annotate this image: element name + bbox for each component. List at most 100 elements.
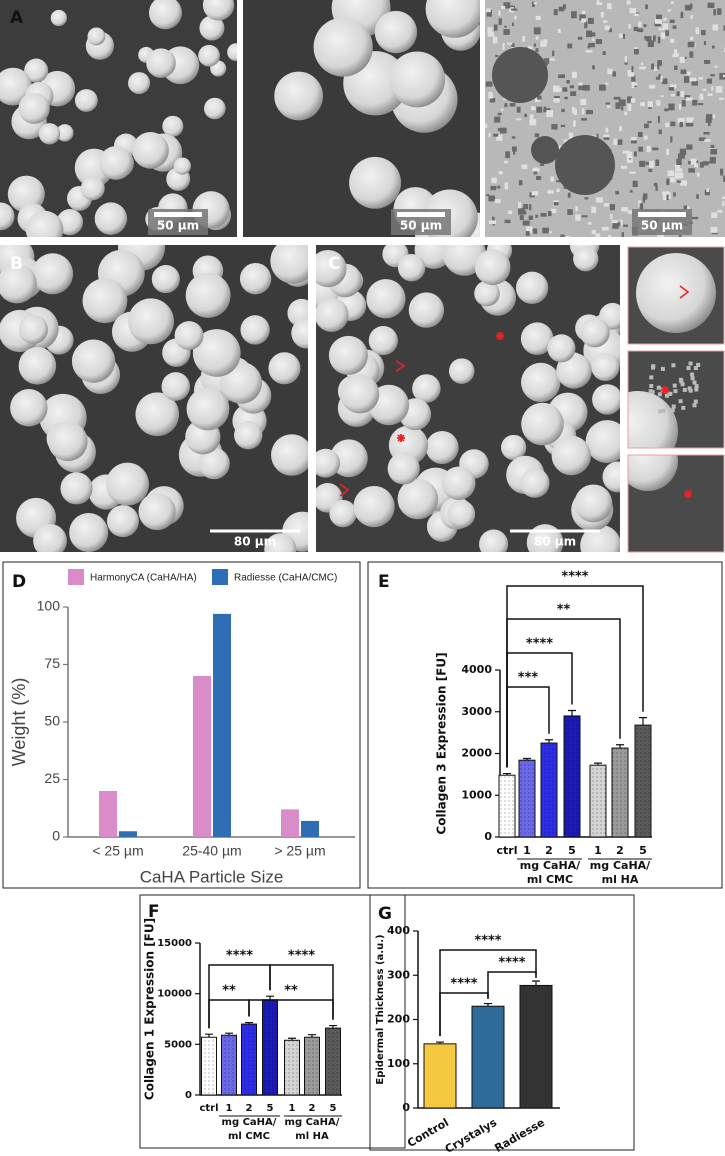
texture — [648, 168, 653, 172]
texture — [703, 41, 707, 46]
texture — [575, 206, 579, 211]
texture — [631, 66, 634, 73]
particle — [349, 156, 402, 209]
x-tick-label: 2 — [246, 1103, 253, 1114]
texture — [711, 45, 715, 49]
particle — [32, 253, 74, 295]
texture — [680, 90, 685, 98]
texture — [504, 160, 509, 164]
texture — [633, 26, 639, 32]
texture — [522, 36, 526, 42]
y-tick-label: 4000 — [461, 663, 492, 676]
particle — [38, 123, 61, 145]
texture — [584, 197, 589, 200]
texture — [668, 87, 675, 91]
particle — [56, 124, 74, 142]
texture — [675, 164, 681, 171]
texture — [639, 203, 644, 210]
texture — [600, 11, 604, 18]
texture — [679, 148, 687, 155]
particle — [135, 392, 180, 437]
texture — [662, 78, 668, 85]
marker-star — [397, 434, 405, 442]
bar — [519, 984, 553, 1109]
texture — [666, 178, 670, 185]
bar-texture — [635, 725, 651, 837]
texture — [602, 51, 606, 55]
texture — [604, 25, 610, 31]
texture — [607, 234, 612, 237]
debris — [657, 392, 662, 397]
scale-label: 50 µm — [641, 219, 683, 233]
texture — [503, 29, 510, 35]
panel-frame — [369, 894, 635, 1151]
particle — [240, 315, 270, 345]
texture — [673, 49, 678, 56]
particle — [138, 492, 176, 531]
texture — [643, 24, 647, 28]
significance-label: **** — [288, 949, 315, 964]
texture — [710, 148, 718, 155]
texture — [639, 160, 646, 168]
particle — [94, 202, 128, 235]
particle — [585, 420, 620, 463]
particle — [520, 322, 554, 355]
texture — [585, 50, 593, 53]
particle — [374, 10, 418, 54]
texture — [657, 64, 660, 70]
texture — [666, 149, 670, 155]
particle — [24, 58, 49, 83]
texture — [675, 167, 683, 172]
y-tick-label: 0 — [484, 830, 492, 843]
texture — [532, 167, 540, 172]
particle — [573, 246, 599, 272]
texture — [685, 206, 690, 211]
particle — [234, 420, 263, 450]
texture — [615, 191, 620, 195]
texture — [621, 104, 624, 111]
texture — [703, 59, 711, 64]
texture — [714, 65, 718, 68]
texture — [693, 163, 699, 168]
texture — [680, 180, 687, 186]
y-tick-label: 200 — [387, 1013, 410, 1026]
marker-arrow — [395, 360, 406, 372]
texture — [592, 38, 595, 42]
texture — [672, 54, 679, 57]
particle — [591, 352, 620, 382]
texture — [648, 84, 656, 89]
texture — [667, 170, 675, 177]
particle — [202, 0, 235, 21]
texture — [631, 82, 638, 86]
texture — [646, 145, 651, 153]
debris — [696, 362, 701, 367]
panel-label: D — [12, 572, 26, 592]
particle — [173, 157, 191, 175]
texture — [651, 63, 655, 70]
group-label: ml CMC — [228, 1131, 270, 1142]
texture — [657, 116, 660, 123]
group-label: ml CMC — [527, 873, 573, 886]
texture — [535, 214, 539, 218]
debris — [693, 366, 698, 371]
scale-bar — [154, 212, 202, 217]
y-tick-label: 100 — [387, 1057, 410, 1070]
particle — [291, 317, 308, 349]
bar-texture — [541, 743, 557, 837]
texture — [498, 10, 501, 16]
particle — [198, 44, 220, 67]
texture — [570, 91, 577, 97]
texture — [653, 35, 656, 42]
texture — [488, 92, 493, 99]
debris — [671, 404, 676, 409]
particle — [227, 43, 237, 62]
marker-star — [496, 332, 504, 340]
texture — [666, 194, 669, 201]
scale-label: 50 µm — [157, 219, 199, 233]
particle — [387, 452, 420, 485]
texture — [631, 75, 636, 82]
texture — [686, 117, 693, 123]
panel-label: G — [378, 904, 392, 924]
texture — [629, 171, 636, 174]
particle — [636, 253, 716, 333]
